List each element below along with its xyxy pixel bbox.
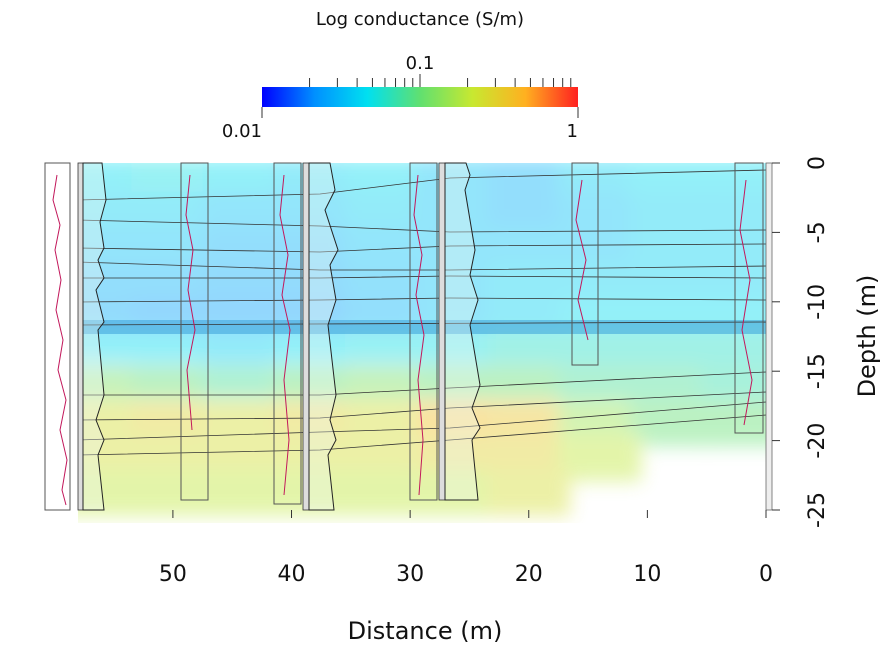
x-tick-label: 20 <box>515 562 543 587</box>
y-tick-label: -15 <box>805 353 830 389</box>
x-tick-label: 40 <box>278 562 306 587</box>
cell <box>344 469 428 516</box>
x-tick-label: 50 <box>159 562 187 587</box>
y-tick-label: -10 <box>805 284 830 320</box>
cell <box>416 469 500 516</box>
cell <box>700 399 766 447</box>
y-tick-label: -5 <box>805 221 830 243</box>
x-tick-label: 30 <box>396 562 424 587</box>
cell <box>487 469 571 516</box>
colorbar-tick-label: 1 <box>567 121 578 142</box>
cell <box>558 434 642 482</box>
cell <box>273 469 357 516</box>
cell <box>202 469 286 516</box>
y-tick-label: -25 <box>805 492 830 528</box>
cell <box>629 399 713 447</box>
x-axis-label: Distance (m) <box>348 617 503 645</box>
y-axis-label: Depth (m) <box>853 275 881 398</box>
cell <box>131 469 215 516</box>
section-overlay <box>44 162 773 511</box>
colorbar <box>262 87 578 107</box>
x-tick-label: 10 <box>633 562 661 587</box>
x-tick-label: 0 <box>759 562 773 587</box>
y-tick-label: -20 <box>805 423 830 459</box>
colorbar-tick-label: 0.1 <box>406 53 435 74</box>
conductance-section <box>78 163 766 516</box>
y-tick-label: 0 <box>805 156 830 170</box>
colorbar-tick-label: 0.01 <box>222 121 262 142</box>
colorbar-title: Log conductance (S/m) <box>316 9 524 30</box>
